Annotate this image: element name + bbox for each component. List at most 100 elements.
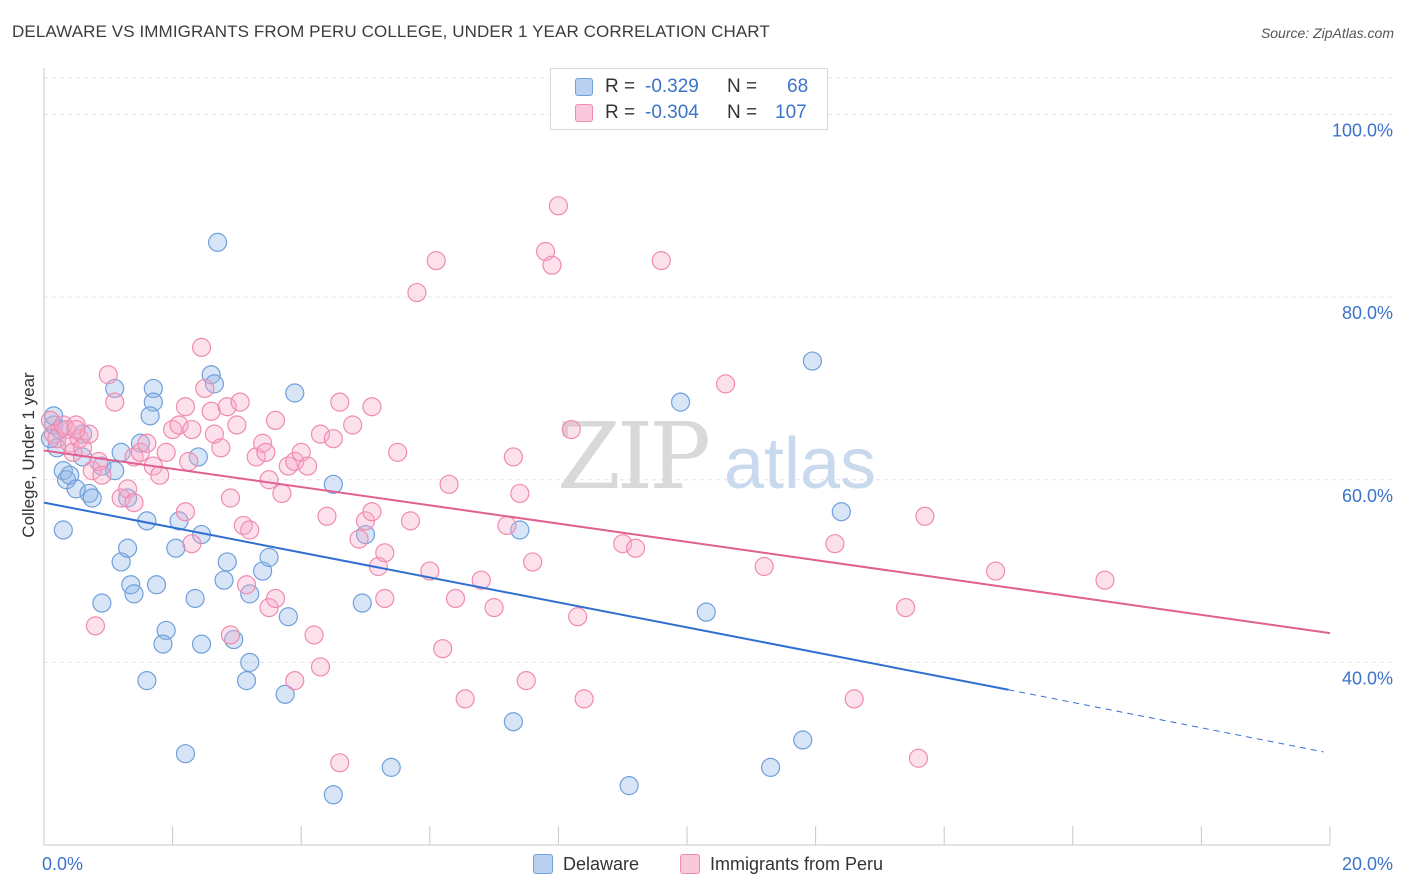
chart-title: DELAWARE VS IMMIGRANTS FROM PERU COLLEGE… xyxy=(12,22,770,41)
peru-point xyxy=(825,534,845,554)
watermark-atlas: atlas xyxy=(724,424,876,504)
peru-point xyxy=(908,748,929,768)
peru-point xyxy=(236,575,257,595)
peru-point xyxy=(445,588,466,609)
peru-point xyxy=(169,415,189,435)
peru-swatch xyxy=(680,854,700,874)
peru-point xyxy=(407,282,427,303)
delaware-swatch xyxy=(575,78,593,96)
peru-point xyxy=(227,415,247,435)
delaware-point xyxy=(188,447,208,467)
peru-point xyxy=(330,753,350,773)
peru-point xyxy=(98,365,118,385)
peru-point xyxy=(484,597,504,618)
peru-point xyxy=(259,470,279,490)
delaware-point xyxy=(259,547,279,567)
delaware-point xyxy=(143,378,163,399)
peru-point xyxy=(310,657,331,677)
delaware-point xyxy=(802,351,822,371)
legend-row-peru: R = -0.304 N = 107 xyxy=(575,102,807,124)
peru-point xyxy=(330,392,350,412)
delaware-point xyxy=(275,684,295,704)
legend-n-label: N = xyxy=(727,76,758,97)
peru-point xyxy=(375,543,395,563)
peru-point xyxy=(715,374,736,394)
delaware-point xyxy=(831,502,851,522)
delaware-point xyxy=(208,232,228,252)
peru-point xyxy=(240,520,260,540)
delaware-points xyxy=(40,232,851,805)
peru-point xyxy=(310,424,331,444)
y-tick-label: 60.0% xyxy=(1342,486,1393,506)
peru-point xyxy=(844,689,864,709)
peru-point xyxy=(1095,570,1115,590)
peru-point xyxy=(510,483,530,504)
delaware-point xyxy=(204,374,224,394)
peru-point xyxy=(471,570,491,590)
peru-trend-line xyxy=(43,449,1331,635)
peru-point xyxy=(66,419,86,440)
x-tick-label: 0.0% xyxy=(42,854,83,874)
peru-point xyxy=(542,255,562,275)
peru-point xyxy=(217,397,237,417)
delaware-point xyxy=(105,461,125,481)
delaware-point xyxy=(352,593,372,613)
peru-point xyxy=(613,534,633,554)
delaware-point xyxy=(696,602,716,622)
delaware-point xyxy=(510,520,530,540)
delaware-trend-line xyxy=(43,501,1009,691)
peru-point xyxy=(220,488,241,508)
peru-point xyxy=(79,424,99,444)
delaware-point xyxy=(153,634,173,654)
peru-point xyxy=(568,607,588,627)
peru-point xyxy=(298,456,318,476)
peru-point xyxy=(651,251,671,271)
y-tick-label: 40.0% xyxy=(1342,668,1393,688)
delaware-trend-extension xyxy=(1008,689,1324,753)
peru-point xyxy=(220,625,241,645)
peru-point xyxy=(915,506,935,526)
peru-point xyxy=(92,465,112,485)
chart-source: Source: ZipAtlas.com xyxy=(1260,25,1394,41)
delaware-point xyxy=(137,671,157,691)
peru-point xyxy=(191,337,212,357)
legend-r-label: R = xyxy=(605,76,636,97)
peru-point xyxy=(182,419,202,440)
peru-point xyxy=(175,397,196,417)
legend-label-delaware: Delaware xyxy=(563,853,640,874)
peru-point xyxy=(388,442,408,462)
legend-item-peru: Immigrants from Peru xyxy=(680,852,883,876)
peru-point xyxy=(304,625,324,645)
delaware-point xyxy=(191,634,212,654)
delaware-point xyxy=(82,488,102,508)
peru-swatch xyxy=(575,104,593,122)
peru-point xyxy=(986,561,1006,581)
delaware-point xyxy=(124,584,144,604)
peru-point xyxy=(175,502,196,522)
peru-point xyxy=(426,251,446,271)
delaware-point xyxy=(146,575,167,595)
legend-r-value: -0.304 xyxy=(645,102,699,123)
watermark-zip: ZIP xyxy=(557,403,708,510)
x-tick-label: 20.0% xyxy=(1342,854,1393,874)
delaware-point xyxy=(185,588,205,609)
peru-point xyxy=(343,415,363,435)
delaware-point xyxy=(166,538,186,558)
legend-r-value: -0.329 xyxy=(645,76,699,97)
correlation-legend: R = -0.329 N = 68 R = -0.304 N = 107 xyxy=(550,68,828,130)
y-tick-label: 100.0% xyxy=(1332,121,1393,141)
peru-point xyxy=(548,196,569,216)
peru-point xyxy=(625,538,646,558)
peru-point xyxy=(523,552,543,572)
y-axis-label: College, Under 1 year xyxy=(19,372,38,538)
delaware-point xyxy=(236,671,257,691)
delaware-point xyxy=(793,730,813,750)
peru-point xyxy=(375,588,395,609)
trend-lines xyxy=(43,449,1331,753)
delaware-point xyxy=(214,570,234,590)
peru-point xyxy=(455,689,475,709)
delaware-swatch xyxy=(533,854,553,874)
peru-point xyxy=(256,442,276,462)
axes xyxy=(43,68,1331,846)
grid-lines xyxy=(44,77,1393,663)
